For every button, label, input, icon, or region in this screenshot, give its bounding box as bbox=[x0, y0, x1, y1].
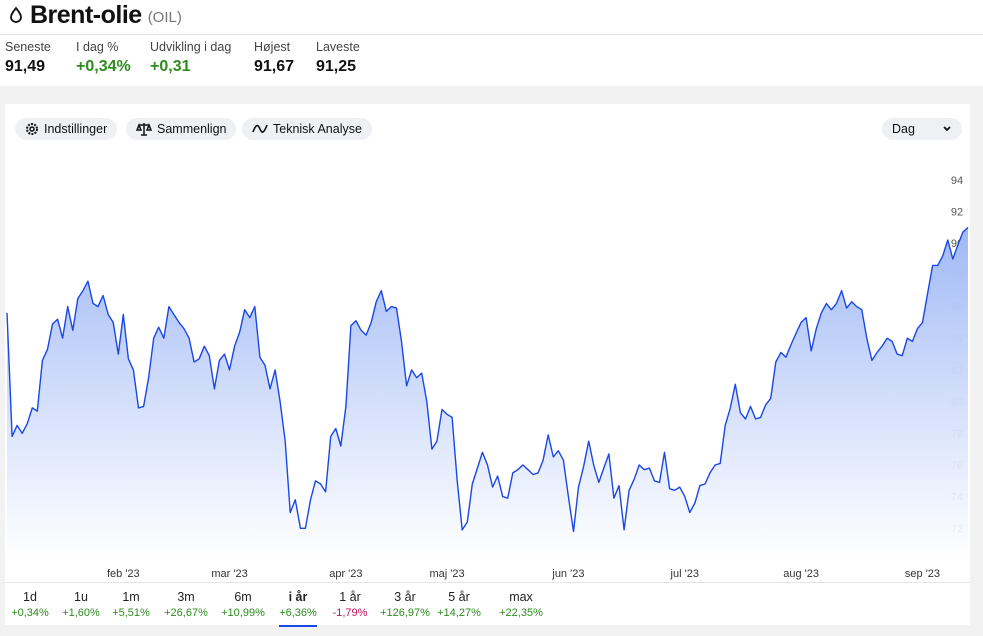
compare-button[interactable]: Sammenlign bbox=[126, 118, 237, 140]
wave-icon bbox=[252, 124, 268, 133]
period-change: +6,36% bbox=[279, 607, 317, 619]
period-label: 3 år bbox=[394, 590, 416, 604]
interval-label: Dag bbox=[892, 122, 915, 136]
price-line bbox=[6, 226, 969, 533]
period-label: 1 år bbox=[339, 590, 361, 604]
period-label: 1m bbox=[122, 590, 140, 604]
period-label: 5 år bbox=[448, 590, 470, 604]
button-label: Indstillinger bbox=[44, 122, 108, 136]
selected-underline bbox=[279, 625, 317, 627]
period-tab[interactable]: 1 år -1,79% bbox=[315, 590, 385, 619]
stat-value: 91,67 bbox=[254, 58, 295, 75]
stat-label: Højest bbox=[254, 40, 291, 54]
x-tick-label: jun '23 bbox=[551, 568, 584, 580]
x-tick-label: apr '23 bbox=[329, 568, 362, 580]
stat-label: Laveste bbox=[316, 40, 360, 54]
period-tab[interactable]: 6m +10,99% bbox=[208, 590, 278, 619]
period-change: +14,27% bbox=[437, 607, 481, 619]
period-tab[interactable]: 1d +0,34% bbox=[0, 590, 65, 619]
period-change: +126,97% bbox=[380, 607, 430, 619]
button-label: Sammenlign bbox=[157, 122, 227, 136]
stat-value: 91,49 bbox=[5, 58, 46, 75]
period-label: 3m bbox=[177, 590, 195, 604]
button-label: Teknisk Analyse bbox=[273, 122, 362, 136]
period-label: 1u bbox=[74, 590, 88, 604]
stat-value: +0,31 bbox=[150, 58, 191, 75]
period-label: 6m bbox=[234, 590, 252, 604]
scale-icon bbox=[136, 122, 152, 136]
y-tick-label: 94 bbox=[951, 175, 963, 187]
period-tab[interactable]: i år +6,36% bbox=[263, 590, 333, 619]
x-tick-label: maj '23 bbox=[429, 568, 464, 580]
period-tab[interactable]: 5 år +14,27% bbox=[424, 590, 494, 619]
chevron bbox=[943, 126, 951, 132]
period-tab[interactable]: max +22,35% bbox=[486, 590, 556, 619]
period-change: +26,67% bbox=[164, 607, 208, 619]
period-tab[interactable]: 3m +26,67% bbox=[151, 590, 221, 619]
period-tab[interactable]: 1m +5,51% bbox=[96, 590, 166, 619]
analysis-button[interactable]: Teknisk Analyse bbox=[242, 118, 372, 140]
period-change: +10,99% bbox=[221, 607, 265, 619]
tabs-separator bbox=[5, 582, 970, 583]
stat: Seneste 91,49 bbox=[5, 40, 51, 76]
stat-value: 91,25 bbox=[316, 58, 357, 75]
period-change: +1,60% bbox=[62, 607, 100, 619]
x-tick-label: sep '23 bbox=[905, 568, 940, 580]
period-tab[interactable]: 3 år +126,97% bbox=[370, 590, 440, 619]
stat-label: Seneste bbox=[5, 40, 51, 54]
separator bbox=[0, 34, 983, 35]
stat-label: I dag % bbox=[76, 40, 119, 54]
period-change: +22,35% bbox=[499, 607, 543, 619]
period-label: 1d bbox=[23, 590, 37, 604]
area-fill bbox=[7, 227, 968, 560]
period-tab[interactable]: 1u +1,60% bbox=[46, 590, 116, 619]
interval-dropdown[interactable]: Dag bbox=[882, 118, 962, 140]
x-tick-label: mar '23 bbox=[211, 568, 247, 580]
x-tick-label: jul '23 bbox=[670, 568, 699, 580]
stat: Højest 91,67 bbox=[254, 40, 294, 76]
title-row: Brent-olie (OIL) bbox=[8, 0, 182, 30]
stat-label: Udvikling i dag bbox=[150, 40, 232, 54]
title: Brent-olie bbox=[30, 0, 142, 29]
drop-icon bbox=[10, 6, 22, 23]
stat-value: +0,34% bbox=[76, 58, 131, 75]
stat: Udvikling i dag +0,31 bbox=[150, 40, 231, 76]
period-change: +0,34% bbox=[11, 607, 49, 619]
period-change: +5,51% bbox=[112, 607, 150, 619]
period-label: max bbox=[509, 590, 533, 604]
settings-button[interactable]: Indstillinger bbox=[15, 118, 118, 140]
x-tick-label: feb '23 bbox=[107, 568, 140, 580]
y-tick-label: 92 bbox=[951, 207, 963, 219]
x-tick-label: aug '23 bbox=[783, 568, 819, 580]
stat: I dag % +0,34% bbox=[76, 40, 131, 76]
period-label: i år bbox=[288, 590, 308, 604]
stat: Laveste 91,25 bbox=[316, 40, 360, 76]
gear-icon bbox=[26, 123, 38, 135]
period-change: -1,79% bbox=[332, 607, 368, 619]
header: Brent-olie (OIL) Seneste 91,49 I dag % +0,3… bbox=[0, 0, 983, 86]
ticker: (OIL) bbox=[147, 8, 182, 26]
